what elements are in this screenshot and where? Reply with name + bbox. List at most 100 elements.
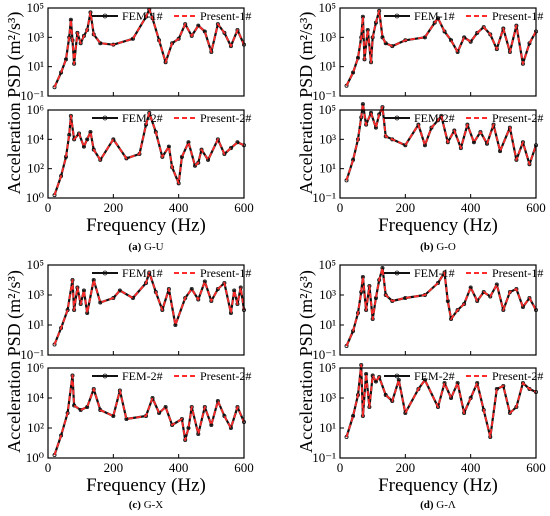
fem-data-point: [383, 392, 388, 397]
legend-present-label: Present-2#: [492, 369, 543, 383]
subplot-1: 10⁻¹ 10¹ 10³ 10⁵ FEM-1# Present-1#: [20, 257, 251, 362]
fem-data-point: [507, 410, 512, 415]
x-tick-label: 200: [396, 200, 416, 215]
fem-data-point: [222, 30, 227, 35]
y-axis-title: Acceleration PSD (m²/s³): [4, 12, 25, 195]
x-tick-label: 0: [337, 200, 344, 215]
y-tick-label: 10³: [319, 390, 336, 405]
x-tick-label: 0: [45, 460, 52, 475]
y-tick-label: 10¹: [319, 420, 336, 435]
legend-fem-label: FEM-2#: [122, 369, 163, 383]
present-series-line: [345, 267, 537, 347]
fem-data-point: [117, 288, 122, 293]
x-tick-label: 400: [461, 460, 481, 475]
legend-fem-marker: [394, 270, 400, 276]
fem-data-point: [124, 156, 129, 161]
legend-fem-marker: [102, 115, 108, 121]
panel-caption: (b) G-O: [420, 241, 456, 253]
legend-fem-label: FEM-1#: [122, 9, 163, 23]
x-tick-label: 200: [104, 200, 124, 215]
y-tick-label: 10⁴: [26, 131, 44, 146]
x-tick-label: 400: [169, 460, 189, 475]
subplot-1: 10⁻¹ 10¹ 10³ 10⁵ FEM-1# Present-1#: [312, 0, 543, 103]
legend-fem-label: FEM-1#: [414, 266, 455, 280]
panel-caption-text: G-O: [434, 241, 456, 253]
y-tick-label: 10³: [27, 29, 44, 44]
x-tick-label: 600: [234, 460, 254, 475]
x-tick-label: 600: [526, 200, 546, 215]
x-tick-label: 200: [396, 460, 416, 475]
y-tick-label: 10²: [27, 161, 44, 176]
subplot-1: 10⁻¹ 10¹ 10³ 10⁵ FEM-1# Present-1#: [312, 257, 543, 362]
fem-data-point: [435, 16, 440, 21]
legend-fem-marker: [394, 13, 400, 19]
y-tick-label: 10³: [27, 287, 44, 302]
legend-fem-label: FEM-1#: [122, 266, 163, 280]
panel-caption: (c) G-X: [129, 499, 164, 511]
fem-data-point: [215, 22, 220, 27]
panel-caption-text: G-U: [141, 241, 163, 253]
legend-fem-marker: [394, 373, 400, 379]
x-tick-label: 400: [461, 200, 481, 215]
fem-data-point: [475, 30, 480, 35]
y-tick-label: 10⁶: [26, 102, 44, 117]
subplot-2: 10⁰ 10² 10⁴ 10⁶ 0 200 400 600 FEM-2# Present-2#: [26, 102, 254, 215]
y-tick-label: 10⁻¹: [20, 347, 44, 362]
fem-data-point: [163, 404, 168, 409]
panel-caption-text: G-Λ: [434, 499, 456, 511]
x-tick-label: 600: [234, 200, 254, 215]
x-axis-title: Frequency (Hz): [86, 475, 206, 496]
fem-data-point: [481, 25, 486, 30]
x-tick-label: 0: [337, 460, 344, 475]
y-tick-label: 10¹: [27, 59, 44, 74]
subplot-1: 10⁻¹ 10¹ 10³ 10⁵ FEM-1# Present-1#: [20, 0, 251, 103]
y-tick-label: 10⁻¹: [312, 450, 336, 465]
x-tick-label: 200: [104, 460, 124, 475]
plot-frame: [339, 367, 537, 459]
x-tick-label: 400: [169, 200, 189, 215]
legend-present-label: Present-1#: [492, 9, 543, 23]
fem-series-line: [53, 374, 246, 456]
panel-caption-text: G-X: [141, 499, 163, 511]
fem-data-point: [192, 163, 197, 168]
legend-present-label: Present-1#: [200, 9, 251, 23]
legend-present-label: Present-2#: [200, 369, 251, 383]
fem-series-line: [53, 271, 246, 345]
legend-fem-marker: [102, 373, 108, 379]
y-tick-label: 10⁻¹: [312, 190, 336, 205]
panel-caption-letter: (d): [420, 499, 434, 511]
x-tick-label: 0: [45, 200, 52, 215]
panel-caption: (d) G-Λ: [420, 499, 456, 511]
fem-data-point: [383, 292, 388, 297]
x-axis-title: Frequency (Hz): [378, 475, 498, 496]
y-tick-label: 10⁵: [26, 0, 44, 15]
plot-frame: [339, 109, 537, 199]
y-axis-title: Acceleration PSD (m²/s³): [296, 270, 317, 453]
fem-data-point: [429, 125, 434, 130]
x-axis-title: Frequency (Hz): [378, 215, 498, 236]
present-series-line: [345, 103, 537, 181]
plot-frame: [47, 264, 245, 356]
fem-data-point: [189, 286, 194, 291]
plot-frame: [47, 109, 245, 199]
x-axis-title: Frequency (Hz): [86, 215, 206, 236]
fem-data-point: [98, 41, 103, 46]
fem-data-point: [422, 377, 427, 382]
fem-data-point: [455, 307, 460, 312]
legend-fem-marker: [394, 115, 400, 121]
y-tick-label: 10⁵: [318, 102, 336, 117]
plot-frame: [339, 7, 537, 97]
y-axis-title: Acceleration PSD (m²/s³): [4, 270, 25, 453]
y-tick-label: 10⁰: [26, 450, 44, 465]
y-tick-label: 10²: [27, 420, 44, 435]
y-tick-label: 10⁵: [318, 257, 336, 272]
fem-data-point: [235, 140, 240, 145]
fem-data-point: [176, 36, 181, 41]
y-tick-label: 10⁶: [26, 360, 44, 375]
fem-data-point: [228, 146, 233, 151]
subplot-2: 10⁻¹ 10¹ 10³ 10⁵ 0 200 400 600 FEM-2# Present-2#: [312, 102, 546, 215]
y-tick-label: 10¹: [27, 317, 44, 332]
